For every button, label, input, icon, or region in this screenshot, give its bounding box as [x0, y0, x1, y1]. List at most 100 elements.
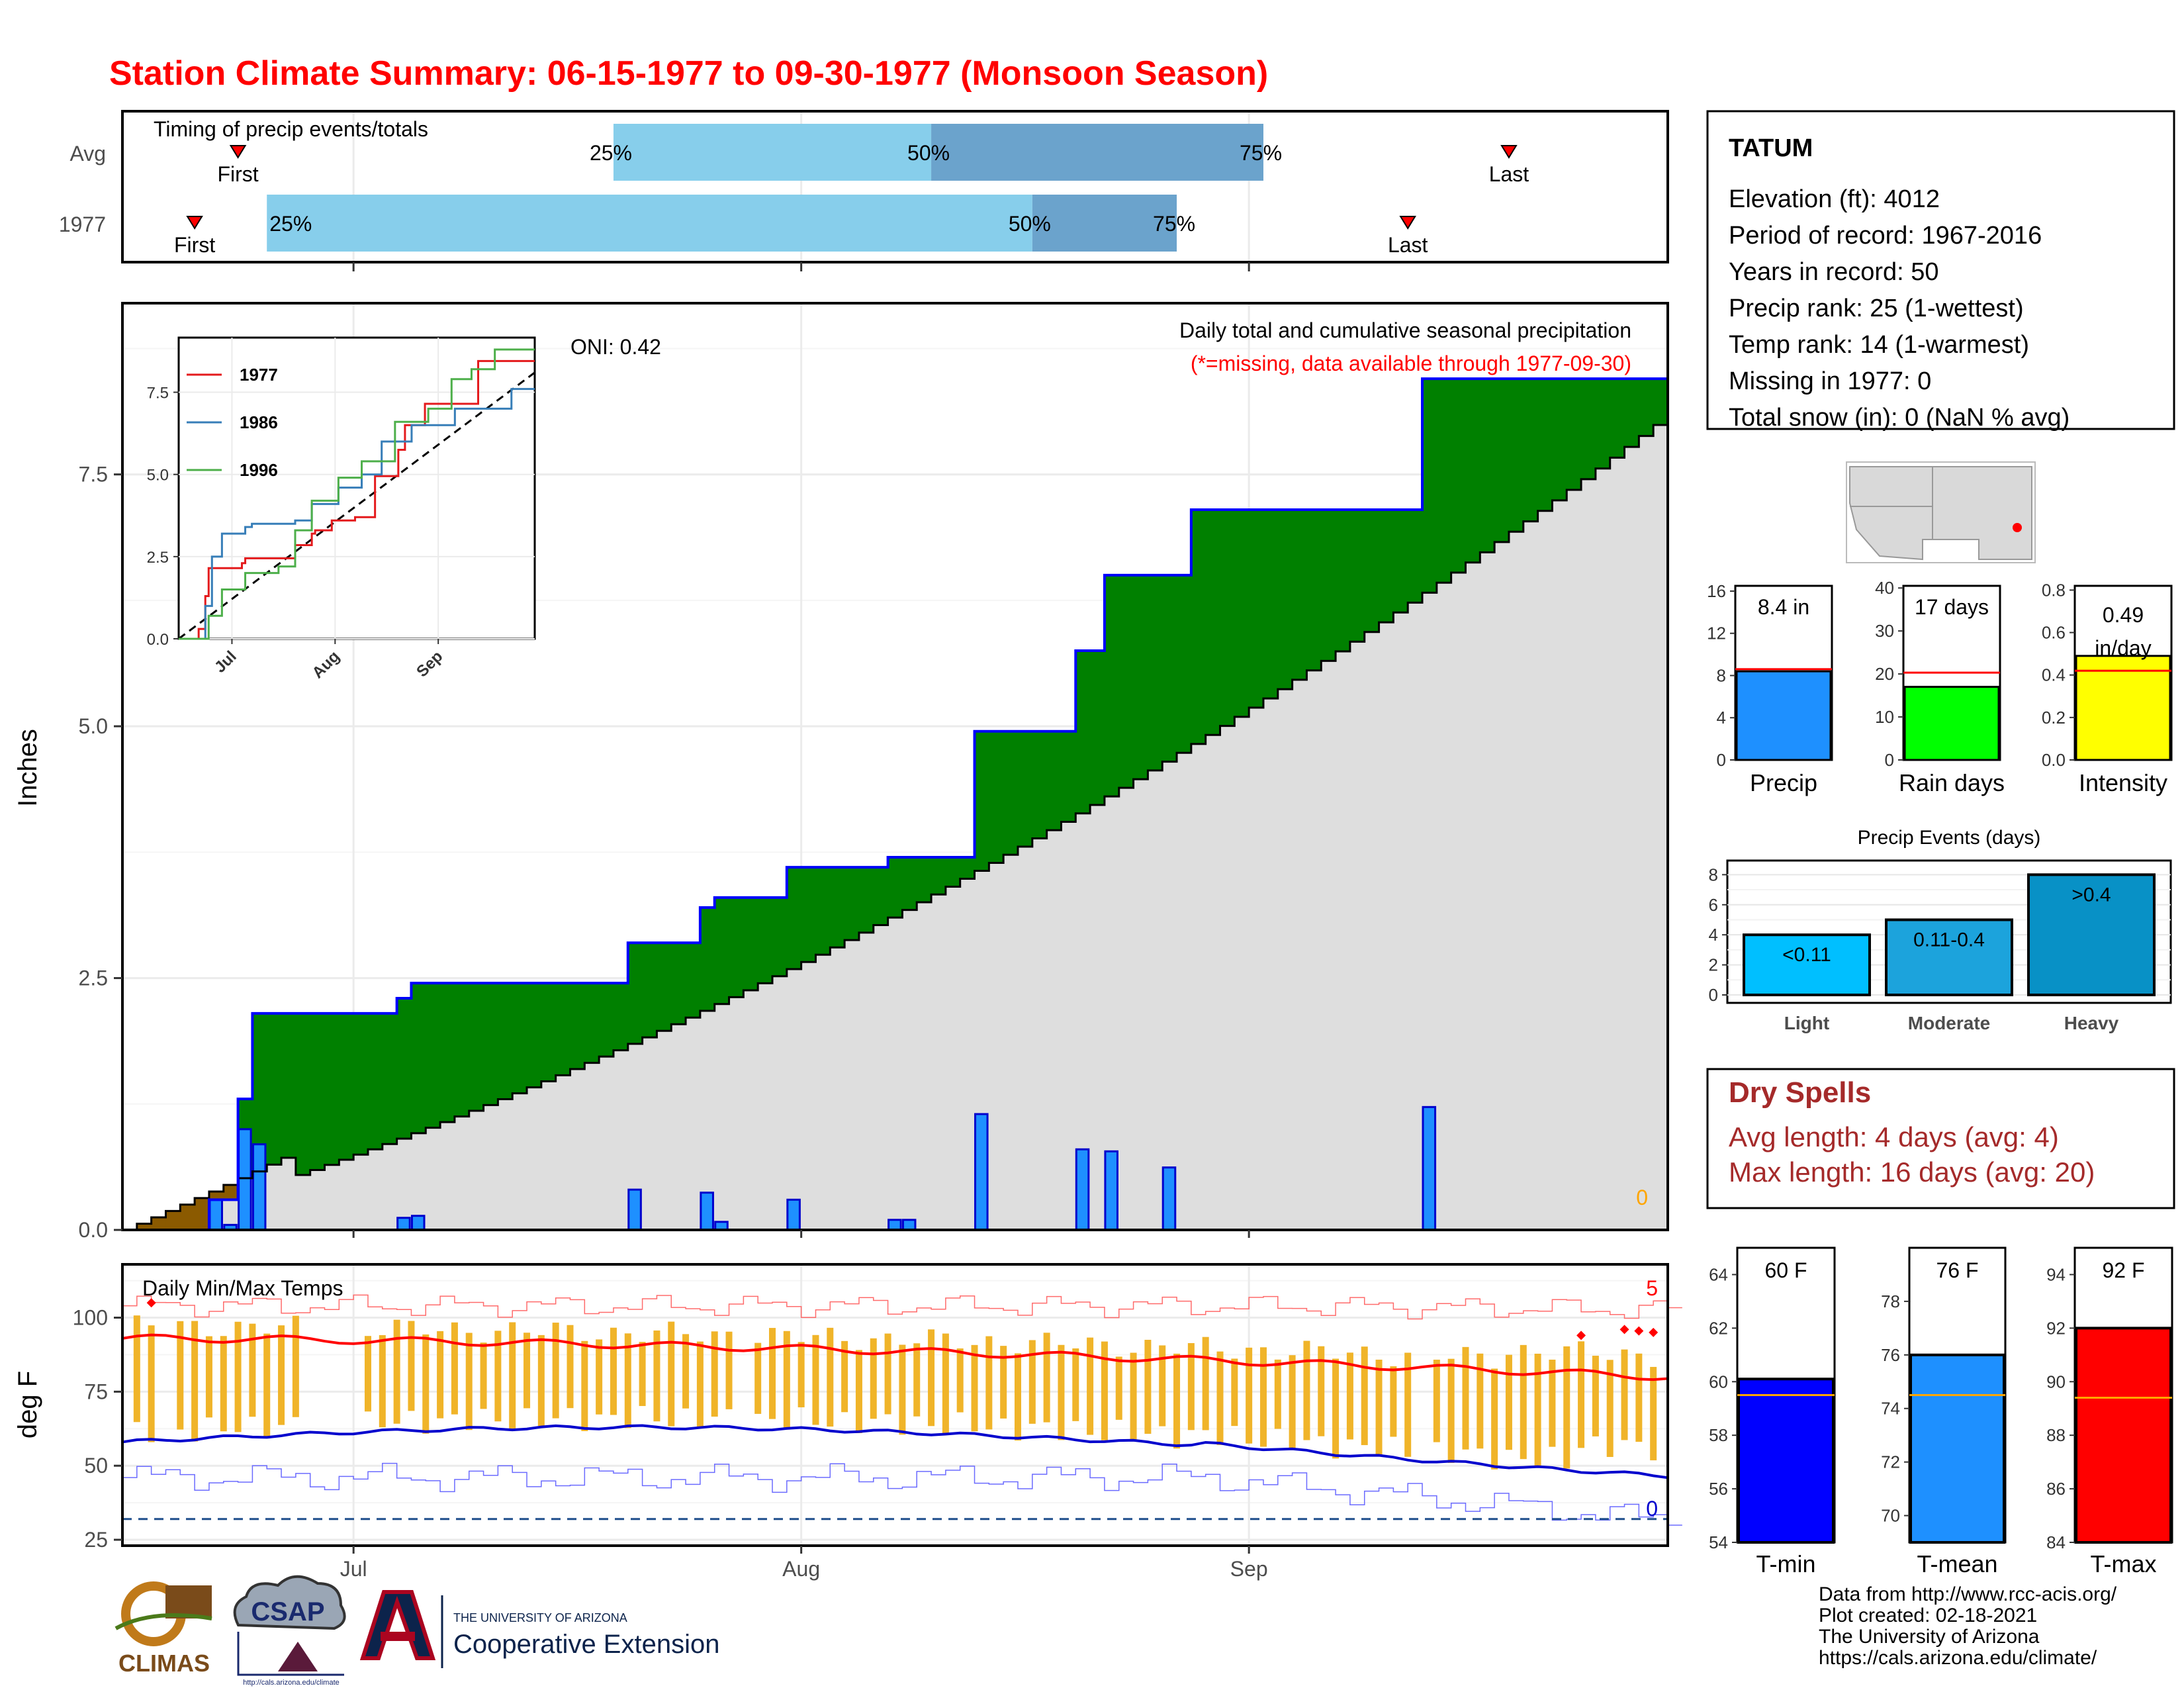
daily-temp-bar	[278, 1325, 285, 1425]
above-average-fill	[1234, 509, 1250, 717]
inset-legend-label-0: 1977	[240, 365, 278, 385]
temp-summary-value-0: 60 F	[1764, 1258, 1807, 1282]
daily-temp-bar	[1028, 1340, 1036, 1424]
above-average-fill	[917, 857, 932, 902]
below-average-fill	[208, 1191, 224, 1200]
average-cumulative-area	[122, 425, 1668, 1231]
daily-temp-bar	[610, 1327, 617, 1415]
daily-temp-bar	[191, 1321, 199, 1442]
temp-summary-bar-0	[1737, 1378, 1835, 1544]
average-tmin-line	[122, 1424, 1668, 1479]
above-average-fill	[772, 897, 788, 976]
daily-temp-bar	[379, 1335, 386, 1428]
station-info-line: Total snow (in): 0 (NaN % avg)	[1729, 404, 2070, 432]
map-southwest-region	[1849, 466, 2032, 561]
events-bar-heavy	[2027, 873, 2156, 996]
missing-count: 0	[1636, 1186, 1648, 1209]
above-average-fill	[974, 731, 989, 871]
precip-events-title: Precip Events (days)	[1858, 827, 2041, 849]
daily-temp-bar	[1606, 1360, 1614, 1457]
daily-temp-bar	[292, 1315, 299, 1417]
location-map	[1846, 461, 2036, 563]
inset-legend: 1977 1986 1996	[187, 365, 278, 480]
above-average-fill	[382, 1013, 398, 1145]
above-average-fill	[729, 897, 744, 998]
station-info-line: Temp rank: 14 (1-warmest)	[1729, 331, 2029, 359]
daily-temp-bar	[668, 1321, 675, 1427]
record-max-marker-1	[1576, 1331, 1586, 1340]
csap-url: http://cals.arizona.edu/climate	[243, 1679, 340, 1687]
inset-legend-label-1: 1986	[240, 412, 278, 432]
temp-summary-tick-label-1-4: 78	[1881, 1291, 1900, 1311]
daily-temp-bar	[205, 1336, 212, 1418]
daily-temp-bar	[437, 1331, 444, 1419]
above-average-fill	[613, 983, 629, 1051]
inset-y-label-3: 7.5	[147, 385, 169, 402]
events-tick-label-0: 0	[1709, 985, 1718, 1005]
temp-summary-name-0: T-min	[1756, 1550, 1816, 1577]
daily-temp-bar	[1563, 1346, 1570, 1469]
dry-spells-frame	[1706, 1068, 2175, 1209]
timing-last-marker-1	[1399, 216, 1416, 230]
above-average-fill	[989, 731, 1004, 863]
above-average-fill	[1508, 379, 1524, 532]
above-average-fill	[1306, 509, 1322, 671]
inset-y-label-1: 2.5	[147, 549, 169, 567]
above-average-fill	[396, 998, 412, 1139]
timing-bar-q50-q75-1	[1032, 195, 1177, 252]
daily-temp-bar	[1144, 1339, 1152, 1434]
daily-temp-bar	[725, 1331, 733, 1409]
daily-temp-bar	[1621, 1349, 1628, 1440]
temp-summary-tick-label-1-3: 76	[1881, 1345, 1900, 1365]
inset-y-label-0: 0.0	[147, 631, 169, 649]
climas-logo-swoosh	[114, 1613, 212, 1630]
summary-bar-1	[1903, 686, 2000, 761]
above-average-fill	[339, 1013, 354, 1160]
daily-precip-bar-7	[700, 1192, 714, 1231]
daily-temp-bar	[769, 1328, 776, 1419]
temp-summary-tick-label-0-3: 60	[1709, 1372, 1728, 1391]
above-average-fill	[498, 983, 513, 1100]
above-average-fill	[541, 983, 557, 1082]
temp-summary-tick-label-2-4: 92	[2046, 1318, 2066, 1338]
daily-temp-bar	[1087, 1337, 1094, 1435]
summary-tick-label-0-4: 16	[1707, 581, 1726, 601]
above-average-fill	[353, 1013, 369, 1155]
above-average-fill	[1292, 509, 1308, 680]
daily-temp-bar	[148, 1325, 155, 1442]
ua-logo: THE UNIVERSITY OF ARIZONA Cooperative Ex…	[359, 1590, 719, 1668]
timing-first-marker-1	[186, 216, 203, 230]
temp-summary-tick-label-1-0: 70	[1881, 1506, 1900, 1526]
daily-temp-bar	[1101, 1341, 1108, 1440]
below-average-fill	[165, 1211, 181, 1230]
above-average-fill	[1075, 651, 1091, 814]
above-average-fill	[1422, 379, 1437, 593]
daily-precip-bar-13	[1075, 1148, 1090, 1231]
above-average-fill	[945, 857, 961, 887]
daily-temp-bar	[884, 1333, 891, 1415]
temp-summary-tick-label-0-2: 58	[1709, 1425, 1728, 1445]
events-bar-moderate	[1885, 918, 2013, 996]
below-average-fill	[223, 1184, 239, 1200]
inset-average-line	[178, 371, 535, 640]
temp-summary-name-1: T-mean	[1917, 1550, 1997, 1577]
station-info-line: Missing in 1977: 0	[1729, 367, 1931, 395]
above-average-fill	[1349, 509, 1365, 642]
daily-temp-bar	[841, 1340, 848, 1413]
summary-value-label-0: 8.4 in	[1758, 595, 1809, 619]
above-average-fill	[252, 1013, 267, 1172]
station-location-marker	[2013, 523, 2022, 532]
average-cumulative-line	[122, 414, 1669, 1231]
summary-tick-label-0-2: 8	[1717, 665, 1726, 685]
events-bar-label-2: >0.4	[2071, 884, 2111, 906]
above-average-fill	[1277, 509, 1293, 690]
daily-temp-bar	[1289, 1355, 1296, 1450]
daily-precip-bars	[208, 1105, 1437, 1231]
above-average-fill	[931, 857, 946, 895]
summary-value-label-2: 0.49	[2103, 603, 2144, 627]
daily-temp-bar	[1259, 1347, 1267, 1447]
temp-y-label-3: 100	[73, 1306, 108, 1330]
above-average-fill	[1364, 509, 1380, 632]
